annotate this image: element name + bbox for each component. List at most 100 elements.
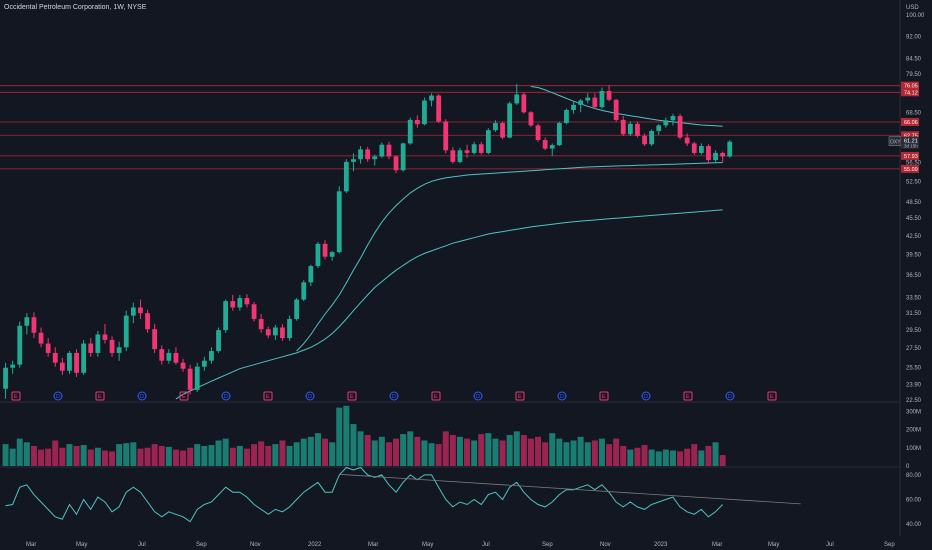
- candle-body: [216, 330, 221, 352]
- event-marker-label: E: [350, 394, 354, 400]
- volume-bar: [442, 431, 449, 466]
- volume-bar: [45, 448, 52, 466]
- volume-axis-tick: 300M: [906, 409, 921, 415]
- price-axis-tick: 39.50: [906, 253, 922, 259]
- candle-body: [606, 90, 612, 100]
- candle-body: [166, 352, 172, 361]
- price-tag: 74.12: [904, 90, 918, 96]
- event-marker: [767, 391, 777, 401]
- volume-bar: [620, 445, 627, 466]
- candle-body: [272, 327, 278, 336]
- candle-body: [478, 144, 484, 153]
- price-tag-bg: [901, 164, 919, 173]
- volume-bar: [385, 442, 392, 466]
- event-marker-label: D: [224, 394, 228, 400]
- volume-bar: [478, 434, 485, 466]
- volume-bar: [208, 445, 215, 466]
- volume-bar: [684, 448, 691, 466]
- candle-body: [627, 123, 633, 135]
- volume-bar: [719, 455, 726, 466]
- event-marker-label: E: [770, 394, 774, 400]
- volume-bar: [73, 445, 80, 466]
- event-marker: [221, 391, 231, 401]
- time-axis-label: Mar: [26, 542, 36, 548]
- event-marker-label: E: [686, 394, 690, 400]
- volume-bar: [669, 450, 676, 466]
- candle-body: [599, 90, 605, 108]
- moving-average-line: [296, 162, 723, 352]
- price-axis-tick: 27.50: [906, 346, 922, 352]
- volume-bar: [165, 446, 172, 466]
- candle-body: [429, 95, 434, 101]
- volume-bar: [449, 435, 456, 466]
- event-marker: [683, 391, 693, 401]
- volume-bar: [464, 438, 471, 466]
- volume-bar: [329, 442, 336, 466]
- candle-body: [237, 298, 243, 308]
- price-tag: 76.05: [904, 84, 918, 90]
- candle-body: [3, 367, 8, 389]
- volume-bar: [101, 450, 108, 466]
- rsi-axis-tick: 80.00: [906, 473, 922, 479]
- time-axis-label: Sep: [196, 542, 207, 548]
- volume-bar: [2, 444, 9, 466]
- price-axis-tick: 31.50: [906, 311, 922, 317]
- candle-body: [358, 149, 363, 160]
- candle-body: [698, 145, 704, 153]
- volume-bar: [243, 448, 250, 466]
- event-marker-label: E: [14, 394, 18, 400]
- event-marker-label: E: [602, 394, 606, 400]
- volume-bar: [456, 436, 463, 466]
- volume-bar: [492, 438, 499, 466]
- event-marker-label: D: [728, 394, 732, 400]
- volume-bar: [556, 438, 563, 466]
- volume-bar: [23, 442, 30, 466]
- price-tag-bg: [901, 118, 919, 127]
- candle-body: [564, 110, 569, 124]
- candle-body: [528, 112, 534, 126]
- candle-body: [365, 149, 371, 160]
- volume-bar: [286, 445, 293, 466]
- candle-body: [450, 150, 456, 162]
- time-axis-label: 2023: [654, 542, 668, 548]
- time-axis-label: Sep: [542, 542, 553, 548]
- currency-label: USD: [906, 5, 919, 11]
- candle-body: [343, 161, 349, 192]
- time-axis-label: May: [422, 542, 433, 548]
- volume-bar: [691, 444, 698, 466]
- event-marker-label: D: [476, 394, 480, 400]
- candle-body: [31, 317, 37, 333]
- volume-bar: [293, 442, 300, 466]
- time-axis-label: Nov: [600, 542, 611, 548]
- volume-bar: [393, 438, 400, 466]
- event-marker: [473, 391, 483, 401]
- event-marker: [515, 391, 525, 401]
- time-axis-label: Nov: [250, 542, 261, 548]
- price-axis-tick: 23.90: [906, 382, 922, 388]
- volume-bar: [506, 435, 513, 466]
- price-tag-bg: [901, 81, 919, 90]
- candle-body: [613, 99, 619, 120]
- event-marker: [599, 391, 609, 401]
- volume-bar: [236, 445, 243, 466]
- price-axis-tick: 68.50: [906, 111, 922, 117]
- rsi-axis-tick: 40.00: [906, 522, 922, 528]
- candle-body: [663, 120, 669, 126]
- candle-body: [514, 94, 520, 104]
- volume-bar: [109, 451, 116, 466]
- candle-body: [81, 343, 87, 373]
- volume-bar: [229, 447, 236, 466]
- candle-body: [152, 329, 158, 350]
- candle-body: [287, 318, 292, 339]
- price-tag: 66.06: [904, 120, 918, 126]
- candle-body: [500, 123, 505, 138]
- price-axis-tick: 56.50: [906, 160, 922, 166]
- volume-bar: [258, 441, 265, 466]
- volume-bar: [407, 431, 414, 466]
- candle-body: [684, 137, 690, 144]
- volume-bar: [428, 443, 435, 466]
- volume-bar: [187, 447, 194, 466]
- volume-bar: [542, 442, 549, 466]
- time-axis-label: May: [768, 542, 779, 548]
